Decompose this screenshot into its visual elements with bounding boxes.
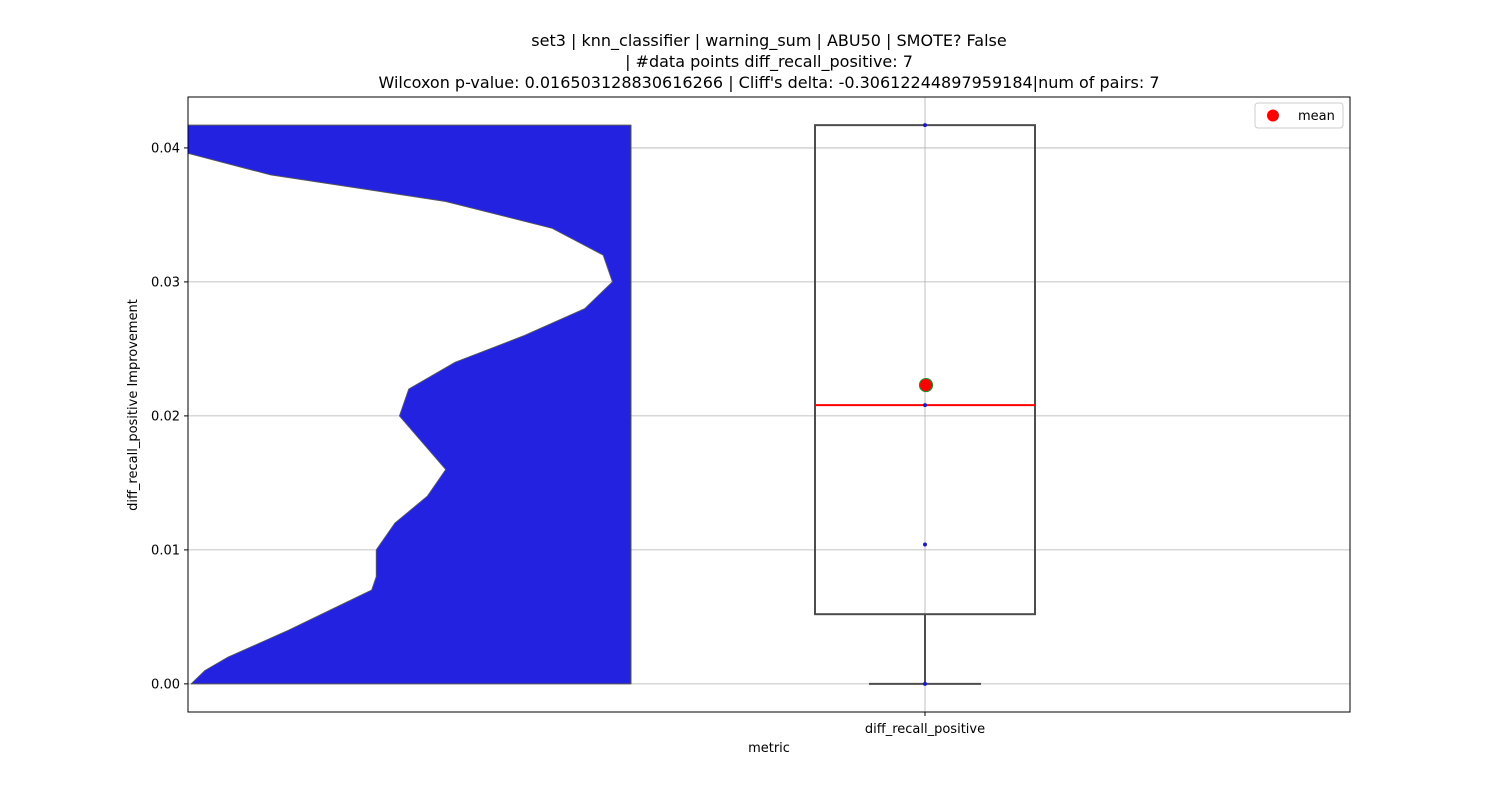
chart-title: set3 | knn_classifier | warning_sum | AB… <box>378 31 1159 92</box>
legend-box <box>1254 102 1344 129</box>
legend-mean-marker <box>1267 109 1279 122</box>
data-point <box>923 123 927 128</box>
data-point <box>923 542 927 547</box>
title-line-2: | #data points diff_recall_positive: 7 <box>625 52 913 72</box>
title-line-1: set3 | knn_classifier | warning_sum | AB… <box>531 31 1006 51</box>
y-axis-label: diff_recall_positive Improvement <box>126 299 141 511</box>
y-axis: 0.00 0.01 0.02 0.03 0.04 <box>151 141 188 692</box>
plot-frame <box>187 96 1351 713</box>
mean-marker <box>918 377 934 393</box>
y-tick-label: 0.03 <box>151 275 180 290</box>
violin-body <box>187 124 632 685</box>
y-tick-label: 0.00 <box>151 677 180 692</box>
x-axis-label: metric <box>748 741 790 756</box>
legend: mean <box>1254 102 1344 129</box>
y-tick-label: 0.04 <box>151 141 180 156</box>
x-tick-label: diff_recall_positive <box>865 722 985 737</box>
x-axis: diff_recall_positive <box>865 712 985 737</box>
data-point <box>923 681 927 686</box>
data-points <box>918 123 934 686</box>
violin <box>187 124 632 685</box>
y-tick-label: 0.01 <box>151 543 180 558</box>
legend-mean-label: mean <box>1298 109 1335 124</box>
title-line-3: Wilcoxon p-value: 0.016503128830616266 |… <box>378 73 1159 92</box>
data-point <box>923 403 927 408</box>
y-tick-label: 0.02 <box>151 409 180 424</box>
